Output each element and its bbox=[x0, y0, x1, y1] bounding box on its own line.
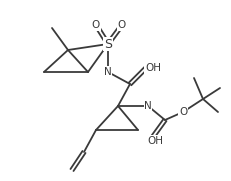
Text: S: S bbox=[104, 37, 112, 50]
Text: N: N bbox=[104, 67, 112, 77]
Text: O: O bbox=[179, 107, 187, 117]
Text: OH: OH bbox=[145, 63, 161, 73]
Text: OH: OH bbox=[147, 136, 163, 146]
Text: O: O bbox=[92, 20, 100, 30]
Text: N: N bbox=[144, 101, 152, 111]
Text: O: O bbox=[118, 20, 126, 30]
